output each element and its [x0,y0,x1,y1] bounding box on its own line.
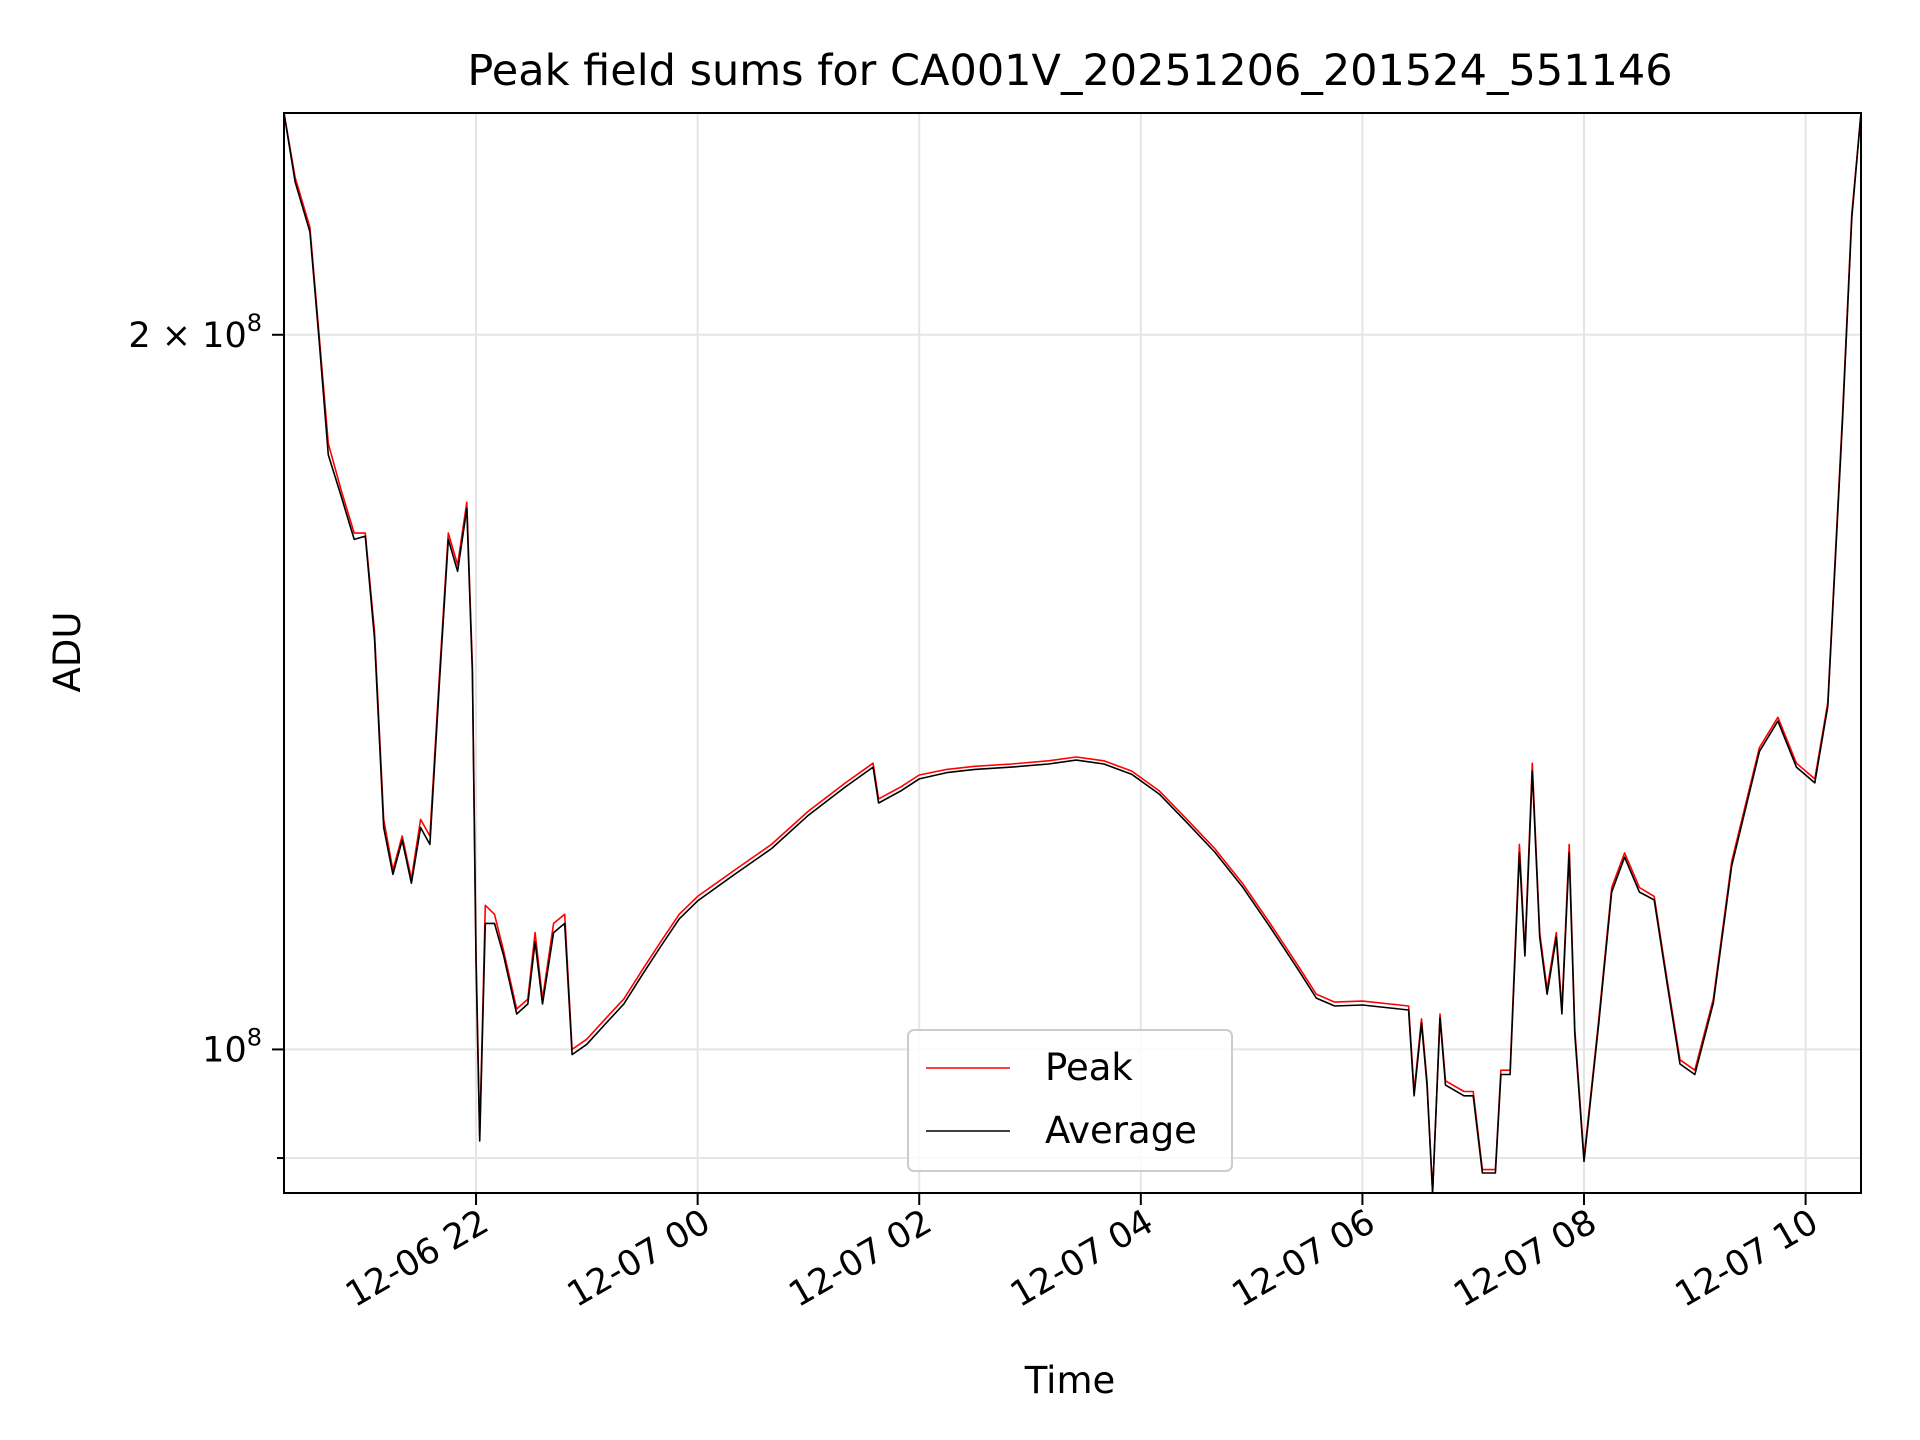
chart-title: Peak field sums for CA001V_20251206_2015… [467,46,1672,96]
y-tick-label: 108 [202,1023,262,1070]
y-tick-base: 10 [202,1030,247,1070]
legend: Peak Average [907,1029,1233,1172]
y-axis-label: ADU [46,612,89,693]
y-tick-label: 2 × 108 [128,309,262,356]
series-line-average [284,113,1861,1193]
x-axis-label: Time [1024,1359,1116,1402]
grid [284,113,1861,1193]
y-tick-exponent: 8 [247,1023,262,1051]
series-layer [284,113,1861,1193]
y-tick-base: 2 × 10 [128,316,246,356]
plot-frame [283,112,1862,1194]
y-tick-exponent: 8 [247,309,262,337]
legend-box [907,1029,1233,1172]
legend-label-peak: Peak [1045,1046,1133,1089]
legend-label-average: Average [1045,1109,1197,1152]
